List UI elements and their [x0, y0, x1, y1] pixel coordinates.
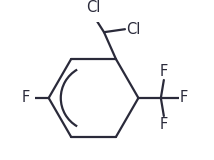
- Text: Cl: Cl: [126, 22, 140, 37]
- Text: Cl: Cl: [86, 0, 101, 15]
- Text: F: F: [180, 90, 188, 105]
- Text: F: F: [160, 117, 168, 132]
- Text: F: F: [160, 64, 168, 79]
- Text: F: F: [22, 90, 30, 105]
